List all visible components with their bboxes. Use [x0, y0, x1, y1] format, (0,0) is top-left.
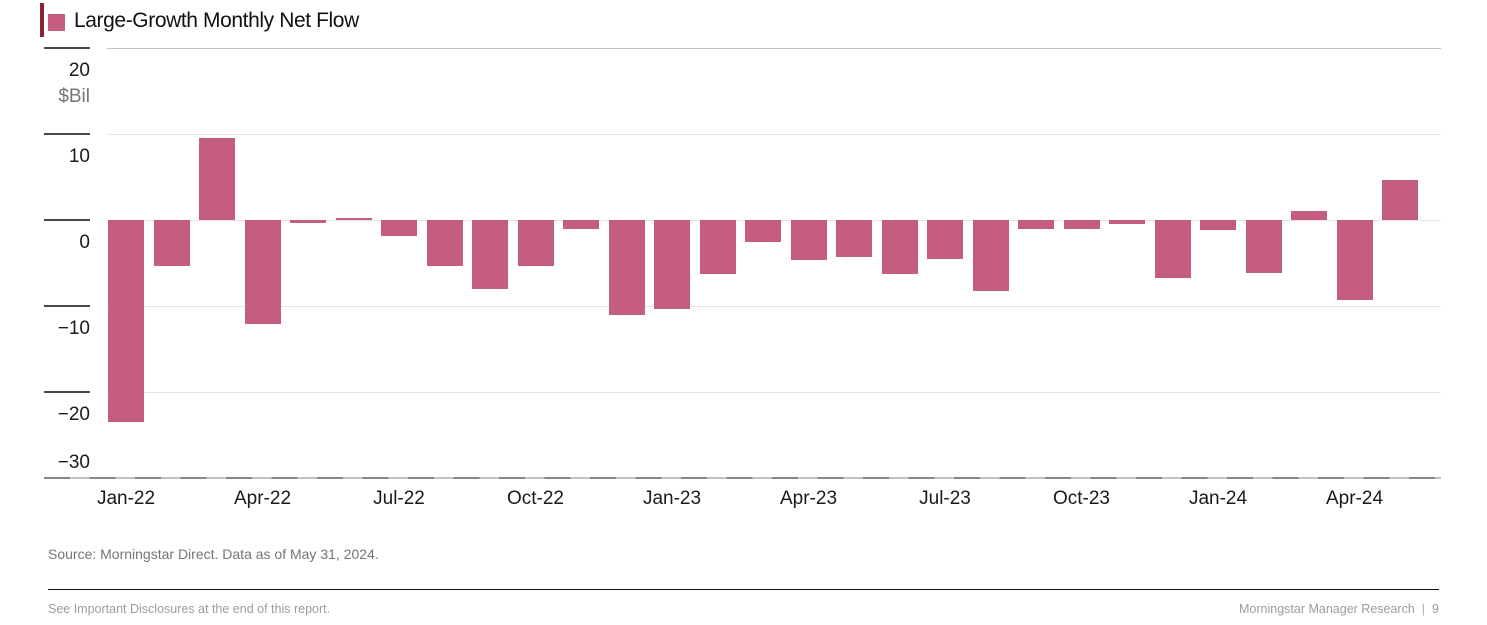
- y-tick-label: 0: [79, 232, 90, 253]
- x-tick-label: Jan-23: [642, 488, 702, 509]
- bar-Jan-23: [654, 220, 690, 309]
- x-tick-label: Oct-22: [506, 488, 565, 509]
- footer-separator: |: [1421, 602, 1426, 616]
- bar-May-23: [836, 220, 872, 257]
- y-tick-label: 20: [68, 60, 90, 81]
- x-tick-label: Oct-23: [1052, 488, 1111, 509]
- x-axis-line: [44, 477, 1441, 479]
- bar-Mar-22: [199, 138, 235, 220]
- bar-May-22: [290, 220, 326, 224]
- bar-Mar-24: [1291, 210, 1327, 220]
- bar-Aug-23: [972, 220, 1009, 292]
- source-note: Source: Morningstar Direct. Data as of M…: [48, 546, 379, 562]
- bar-Mar-23: [745, 220, 781, 242]
- bar-Apr-22: [244, 220, 281, 325]
- y-axis-tick: [44, 305, 90, 307]
- x-tick-label: Jan-22: [96, 488, 156, 509]
- bar-Apr-23: [790, 220, 827, 261]
- y-axis-tick: [44, 391, 90, 393]
- y-gridline: [107, 134, 1441, 135]
- bar-Jul-23: [927, 220, 963, 259]
- x-tick-label: Jul-23: [919, 488, 971, 509]
- bar-Jun-23: [881, 220, 918, 275]
- legend-swatch-icon: [48, 14, 65, 31]
- bar-Sep-22: [472, 220, 508, 289]
- brand-text: Morningstar Manager Research: [1239, 602, 1415, 616]
- bar-Aug-22: [426, 220, 463, 266]
- bar-Feb-24: [1245, 220, 1282, 274]
- y-tick-label: −30: [57, 452, 90, 473]
- bar-Feb-22: [153, 220, 190, 266]
- bar-Jul-22: [381, 220, 417, 237]
- bar-Jun-22: [335, 218, 372, 220]
- y-tick-label: −20: [57, 404, 90, 425]
- title-accent-rule: [40, 3, 44, 37]
- y-axis-tick: [44, 133, 90, 135]
- chart-title: Large-Growth Monthly Net Flow: [74, 9, 359, 32]
- footer: See Important Disclosures at the end of …: [48, 602, 1439, 616]
- bar-Jan-24: [1200, 220, 1236, 231]
- y-axis-tick: [44, 219, 90, 221]
- bar-Feb-23: [699, 220, 736, 275]
- bar-Nov-23: [1109, 220, 1145, 225]
- y-gridline: [107, 392, 1441, 393]
- bar-Jan-22: [108, 220, 144, 423]
- footer-divider: [48, 589, 1439, 590]
- bar-Oct-22: [517, 220, 554, 266]
- page-number: 9: [1432, 602, 1439, 616]
- footer-right: Morningstar Manager Research | 9: [1239, 602, 1439, 616]
- y-axis-unit-label: $Bil: [58, 86, 90, 107]
- x-tick-label: Apr-24: [1325, 488, 1384, 509]
- bar-Apr-24: [1336, 220, 1373, 300]
- disclosure-note: See Important Disclosures at the end of …: [48, 602, 331, 616]
- y-axis-tick: [44, 47, 90, 49]
- x-tick-label: Apr-22: [233, 488, 292, 509]
- bar-Dec-23: [1154, 220, 1191, 278]
- bar-May-24: [1382, 179, 1418, 220]
- y-gridline: [107, 220, 1441, 221]
- y-gridline: [107, 48, 1441, 49]
- bar-Dec-22: [608, 220, 645, 316]
- x-tick-label: Jul-22: [373, 488, 425, 509]
- y-tick-label: 10: [68, 146, 90, 167]
- y-tick-label: −10: [57, 318, 90, 339]
- bar-Oct-23: [1063, 220, 1100, 229]
- bar-Sep-23: [1018, 220, 1054, 230]
- y-gridline: [107, 306, 1441, 307]
- bar-Nov-22: [563, 220, 599, 229]
- x-tick-label: Apr-23: [779, 488, 838, 509]
- x-tick-label: Jan-24: [1188, 488, 1248, 509]
